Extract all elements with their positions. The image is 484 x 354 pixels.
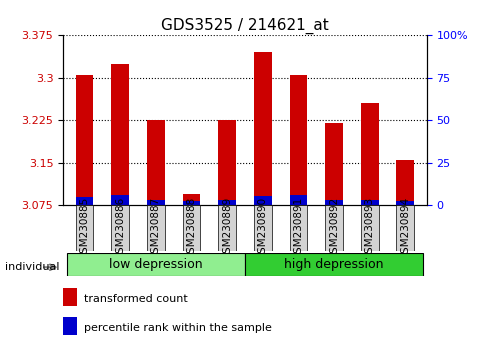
FancyBboxPatch shape bbox=[253, 205, 271, 251]
Bar bbox=[253, 196, 271, 205]
Text: GSM230892: GSM230892 bbox=[329, 197, 338, 260]
Bar bbox=[395, 160, 413, 205]
FancyBboxPatch shape bbox=[111, 205, 129, 251]
Bar bbox=[289, 75, 307, 205]
Bar bbox=[324, 123, 342, 205]
Bar bbox=[76, 197, 93, 205]
Text: GSM230887: GSM230887 bbox=[151, 197, 160, 260]
Bar bbox=[360, 200, 378, 205]
Text: GSM230891: GSM230891 bbox=[293, 197, 303, 260]
Bar bbox=[63, 317, 77, 335]
FancyBboxPatch shape bbox=[244, 253, 423, 276]
Text: GSM230893: GSM230893 bbox=[364, 197, 374, 260]
FancyBboxPatch shape bbox=[218, 205, 236, 251]
Text: GSM230886: GSM230886 bbox=[115, 197, 125, 260]
Text: GSM230890: GSM230890 bbox=[257, 197, 267, 260]
FancyBboxPatch shape bbox=[289, 205, 307, 251]
Bar bbox=[289, 195, 307, 205]
Text: GSM230894: GSM230894 bbox=[400, 197, 409, 260]
Bar bbox=[182, 194, 200, 205]
Bar bbox=[147, 120, 165, 205]
FancyBboxPatch shape bbox=[66, 253, 244, 276]
Bar bbox=[76, 75, 93, 205]
FancyBboxPatch shape bbox=[324, 205, 342, 251]
FancyBboxPatch shape bbox=[396, 205, 413, 251]
Bar bbox=[253, 52, 271, 205]
Bar bbox=[395, 201, 413, 205]
Text: GSM230889: GSM230889 bbox=[222, 197, 232, 260]
FancyBboxPatch shape bbox=[147, 205, 165, 251]
FancyBboxPatch shape bbox=[360, 205, 378, 251]
FancyBboxPatch shape bbox=[182, 205, 200, 251]
Bar bbox=[147, 200, 165, 205]
Bar bbox=[182, 201, 200, 205]
Bar bbox=[360, 103, 378, 205]
Text: GSM230888: GSM230888 bbox=[186, 197, 196, 260]
Text: GSM230885: GSM230885 bbox=[79, 197, 89, 260]
Text: individual: individual bbox=[5, 262, 59, 272]
Title: GDS3525 / 214621_at: GDS3525 / 214621_at bbox=[161, 18, 328, 34]
Text: low depression: low depression bbox=[109, 258, 202, 271]
FancyBboxPatch shape bbox=[76, 205, 93, 251]
Text: transformed count: transformed count bbox=[83, 295, 187, 304]
Bar bbox=[218, 120, 236, 205]
Bar bbox=[111, 64, 129, 205]
Bar bbox=[218, 200, 236, 205]
Bar bbox=[111, 195, 129, 205]
Bar bbox=[324, 200, 342, 205]
Text: percentile rank within the sample: percentile rank within the sample bbox=[83, 323, 271, 333]
Bar bbox=[63, 288, 77, 306]
Text: high depression: high depression bbox=[284, 258, 383, 271]
